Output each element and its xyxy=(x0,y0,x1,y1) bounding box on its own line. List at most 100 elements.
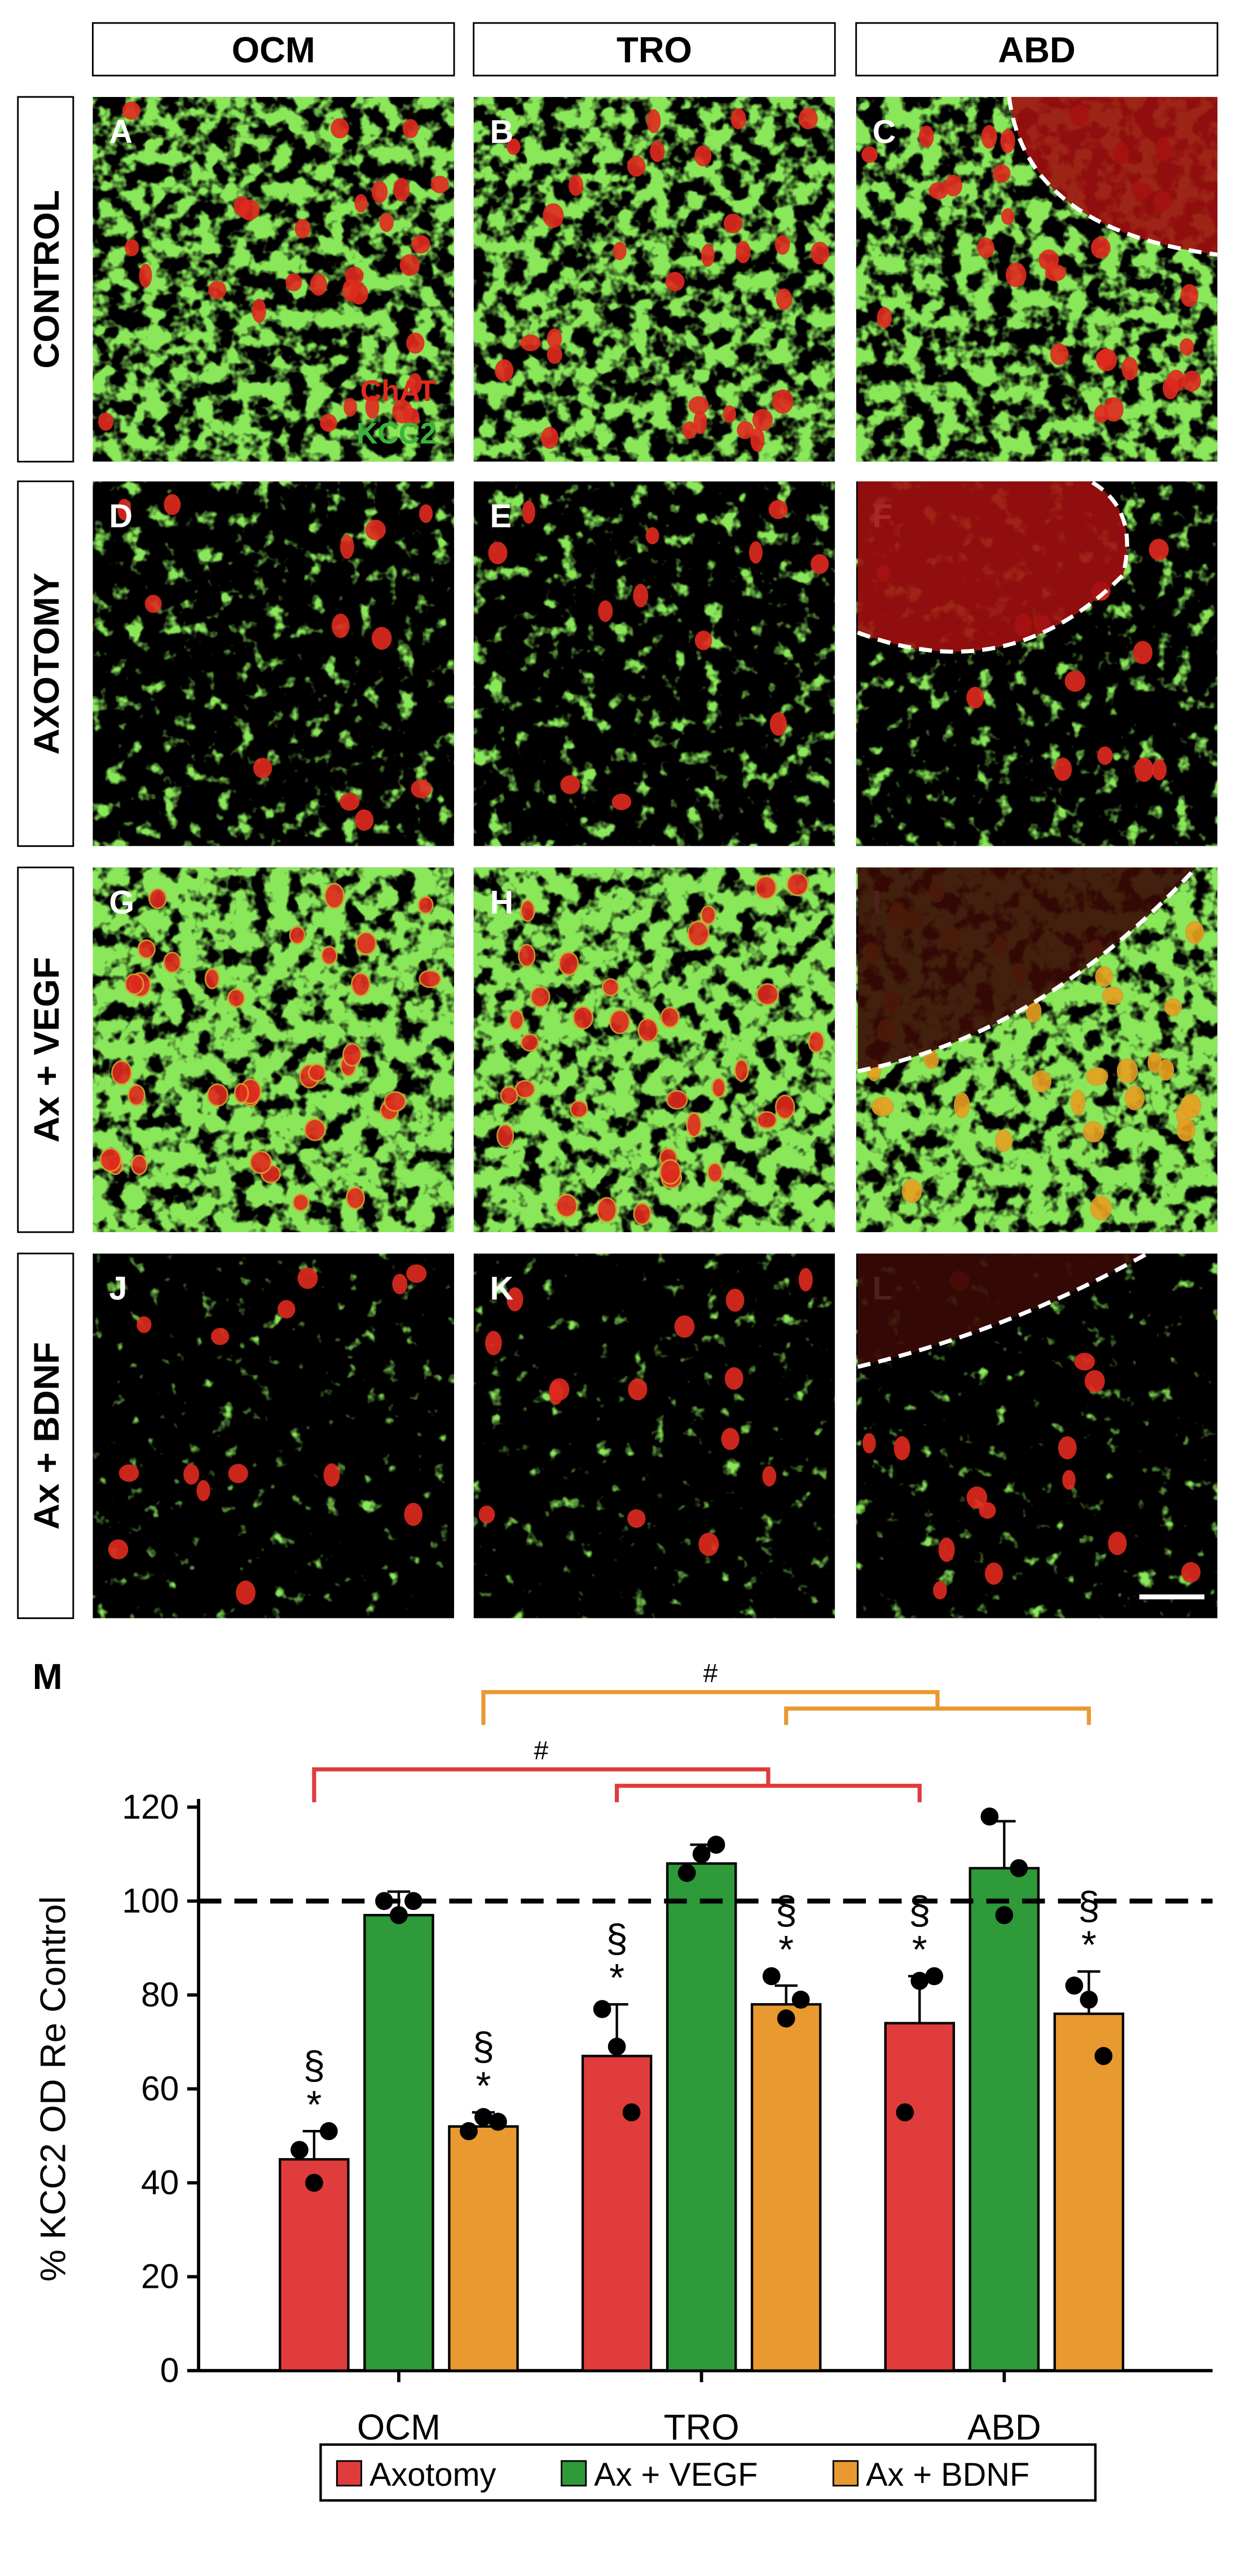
significance-marker: § xyxy=(775,1888,797,1932)
significance-marker: * xyxy=(609,1956,624,2000)
chat-cell xyxy=(1133,641,1153,664)
x-tick-label: OCM xyxy=(357,2407,441,2447)
chat-cell xyxy=(323,1463,340,1487)
data-point xyxy=(319,2122,338,2141)
chat-cell xyxy=(204,968,220,990)
chat-cell xyxy=(862,1433,876,1454)
chat-cell xyxy=(345,1186,366,1210)
nucleus-fill xyxy=(857,481,1128,652)
chat-cell xyxy=(211,1327,230,1346)
data-point xyxy=(608,2037,626,2056)
chat-cell xyxy=(723,405,736,423)
chat-cell xyxy=(1070,1089,1086,1115)
chat-cell xyxy=(694,145,712,167)
bar xyxy=(969,1867,1040,2372)
chat-cell xyxy=(1102,986,1124,1005)
chat-cell xyxy=(598,600,613,622)
nucleus xyxy=(1007,96,1218,257)
significance-marker: § xyxy=(606,1916,628,1960)
row-label: AXOTOMY xyxy=(26,573,67,755)
legend-swatch xyxy=(336,2460,363,2487)
chat-cell xyxy=(324,883,345,909)
nucleus-edge xyxy=(857,1253,1148,1369)
chat-cell xyxy=(304,1118,326,1141)
panel-letter: E xyxy=(490,499,512,535)
data-point xyxy=(460,2122,478,2141)
data-point xyxy=(1094,2046,1113,2065)
chat-cell xyxy=(1050,343,1069,365)
chat-cell xyxy=(530,986,551,1008)
chat-cell xyxy=(769,712,787,736)
chat-cell xyxy=(108,1539,129,1560)
chat-cell xyxy=(928,182,949,200)
chat-cell xyxy=(1134,757,1154,782)
y-tick-label: 20 xyxy=(141,2257,179,2295)
chat-cell xyxy=(1148,539,1169,561)
chat-cell xyxy=(558,951,579,976)
legend-label: Axotomy xyxy=(369,2457,496,2493)
chat-cell xyxy=(637,1018,659,1043)
data-point xyxy=(390,1906,408,1925)
chat-cell xyxy=(723,213,743,233)
chat-cell xyxy=(406,332,425,354)
significance-marker: § xyxy=(909,1888,931,1932)
column-header: TRO xyxy=(617,29,692,70)
chat-cell xyxy=(659,1159,681,1185)
chat-cell xyxy=(350,972,371,997)
significance-marker: * xyxy=(476,2063,491,2107)
chat-cell xyxy=(627,156,646,177)
chat-cell xyxy=(1082,1121,1104,1143)
chat-cell xyxy=(750,427,765,452)
x-tick-label: ABD xyxy=(967,2407,1041,2447)
chat-cell xyxy=(1001,208,1015,225)
chat-cell xyxy=(1058,1436,1077,1460)
chat-cell xyxy=(613,241,627,261)
significance-marker: § xyxy=(303,2043,325,2087)
chat-cell xyxy=(776,288,793,310)
chat-cell xyxy=(1147,1052,1163,1073)
chat-cell xyxy=(755,875,777,900)
chat-cell xyxy=(252,298,266,323)
chat-cell xyxy=(609,1009,631,1034)
chat-cell xyxy=(725,1289,745,1312)
channel-label: ChAT xyxy=(360,375,437,408)
nucleus xyxy=(857,481,1129,654)
chat-cell xyxy=(1095,350,1114,367)
chat-cell xyxy=(774,235,790,255)
panel-letter: C xyxy=(873,114,896,150)
chat-cell xyxy=(938,1537,955,1562)
column-header-box xyxy=(855,22,1218,77)
chat-cell xyxy=(137,1316,152,1333)
chat-cell xyxy=(711,1077,727,1098)
bracket-label: # xyxy=(534,1736,549,1765)
chat-cell xyxy=(1086,1067,1108,1086)
chat-cell xyxy=(404,1502,422,1527)
data-point xyxy=(677,1864,696,1882)
chat-cell xyxy=(164,494,181,515)
chat-cell xyxy=(99,1148,122,1172)
chat-cell xyxy=(666,1089,688,1110)
chat-cell xyxy=(1074,1352,1095,1371)
chat-cell xyxy=(1121,356,1138,381)
chat-cell xyxy=(693,410,707,434)
chat-cell xyxy=(762,1466,777,1487)
legend-label: Ax + BDNF xyxy=(866,2457,1029,2493)
chat-cell xyxy=(118,1464,139,1482)
chat-cell xyxy=(340,792,360,811)
data-point xyxy=(622,2103,641,2121)
chat-cell xyxy=(148,888,167,910)
panel-letter: A xyxy=(109,114,133,150)
chat-cell xyxy=(508,1009,525,1031)
chat-cell xyxy=(234,196,250,217)
chat-cell xyxy=(984,1562,1003,1585)
comparison-bracket xyxy=(784,1706,1091,1725)
chat-cell xyxy=(1091,236,1111,259)
chat-cell xyxy=(1005,262,1027,288)
chat-cell xyxy=(694,630,712,651)
chat-cell xyxy=(1179,338,1194,356)
panel-letter: D xyxy=(109,499,133,535)
chat-cell xyxy=(918,125,934,148)
chat-cell xyxy=(522,500,535,524)
chat-cell xyxy=(992,164,1011,183)
chat-cell xyxy=(144,594,162,614)
